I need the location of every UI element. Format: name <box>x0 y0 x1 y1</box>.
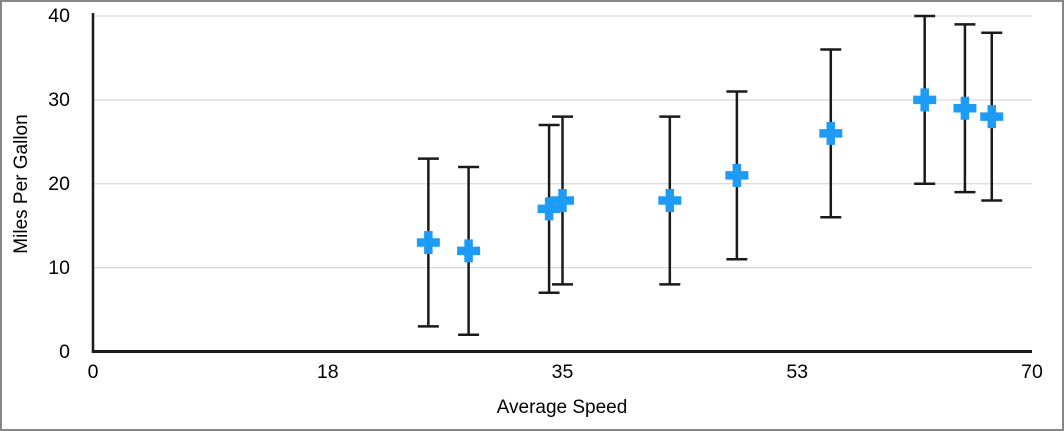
x-tick-label: 0 <box>87 361 99 383</box>
data-point-marker <box>551 189 574 213</box>
y-tick-label: 20 <box>48 172 70 195</box>
y-tick-label: 30 <box>48 88 70 111</box>
x-tick-label: 18 <box>316 361 339 383</box>
data-point-marker <box>980 105 1004 129</box>
data-point-marker <box>457 239 481 263</box>
x-axis-title: Average Speed <box>496 397 628 418</box>
data-point-marker <box>658 189 682 213</box>
y-tick-label: 0 <box>59 340 70 363</box>
x-tick-label: 35 <box>551 361 574 383</box>
data-point-marker <box>913 88 937 112</box>
y-tick-label: 10 <box>48 256 70 279</box>
data-point-marker <box>537 197 561 221</box>
y-tick-label: 40 <box>48 5 70 27</box>
data-point-marker <box>819 121 843 145</box>
data-point-marker <box>953 96 977 120</box>
data-point-marker <box>416 230 440 254</box>
data-point-marker <box>725 163 749 187</box>
x-tick-label: 53 <box>786 361 809 383</box>
x-tick-label: 70 <box>1021 361 1043 383</box>
